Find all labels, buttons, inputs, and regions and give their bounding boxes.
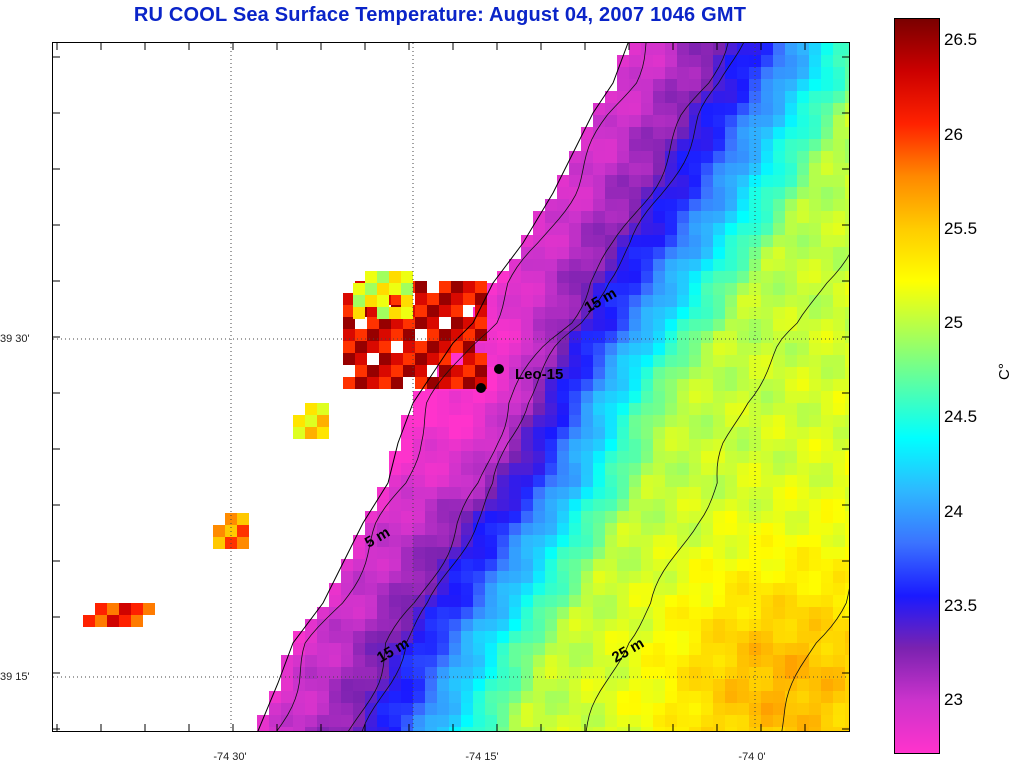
colorbar-tick: 23.5 (944, 596, 978, 615)
lat-label-39-15: 39 15' (0, 671, 30, 683)
isobath-line (585, 254, 849, 731)
sst-cells (83, 43, 849, 731)
lat-label-39-30: 39 30' (0, 333, 30, 345)
colorbar-tick: 25.5 (944, 219, 978, 238)
station-marker (494, 364, 504, 374)
isobath-line (276, 43, 647, 731)
lon-label-74-30: -74 30' (213, 751, 247, 763)
map-title: RU COOL Sea Surface Temperature: August … (133, 4, 747, 26)
temperature-colorbar (894, 18, 940, 754)
station-label: Leo-15 (515, 366, 563, 383)
colorbar-tick: 24.5 (944, 407, 978, 426)
colorbar-tick: 24 (944, 502, 963, 521)
colorbar-tick: 26.5 (944, 30, 978, 49)
lon-label-74-15: -74 15' (465, 751, 499, 763)
lon-label-74-0: -74 0' (738, 751, 766, 763)
station-marker (476, 383, 486, 393)
colorbar-tick: 25 (944, 313, 963, 332)
isobath-line (348, 43, 729, 731)
coastline (257, 43, 629, 731)
isobath-line (361, 43, 744, 731)
colorbar-unit: C° (996, 363, 1013, 380)
isobath-line (781, 588, 849, 731)
colorbar-tick: 26 (944, 125, 963, 144)
colorbar-tick: 23 (944, 690, 963, 709)
